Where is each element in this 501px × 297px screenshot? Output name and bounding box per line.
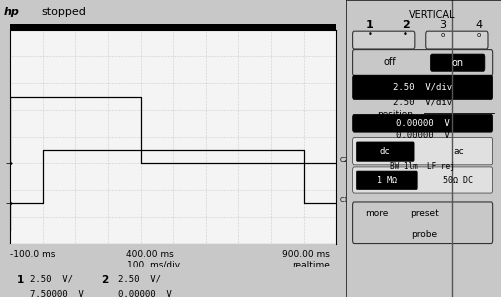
FancyBboxPatch shape <box>356 171 416 189</box>
Text: 100  ms/div: 100 ms/div <box>127 261 180 270</box>
Text: VERTICAL: VERTICAL <box>408 10 454 20</box>
Text: o: o <box>475 32 480 38</box>
Text: 3: 3 <box>438 20 445 30</box>
Text: 1: 1 <box>365 20 373 30</box>
Text: 2.50  V/div: 2.50 V/div <box>392 83 451 92</box>
Text: ac: ac <box>452 147 463 156</box>
Text: 2: 2 <box>101 275 108 285</box>
Text: realtime: realtime <box>292 261 329 270</box>
Text: →: → <box>5 159 12 168</box>
FancyBboxPatch shape <box>425 31 487 49</box>
Text: stopped: stopped <box>41 7 86 18</box>
FancyBboxPatch shape <box>352 31 414 49</box>
Text: 2.50  V/div: 2.50 V/div <box>392 98 451 107</box>
Text: •: • <box>402 30 407 39</box>
Text: 0.00000  V: 0.00000 V <box>118 290 171 297</box>
Text: 4: 4 <box>474 20 481 30</box>
Text: 2.50  V/: 2.50 V/ <box>118 275 160 284</box>
Text: off: off <box>383 57 395 67</box>
Text: hp: hp <box>4 7 19 18</box>
Text: 1 MΩ: 1 MΩ <box>376 176 396 185</box>
Text: preset: preset <box>409 209 438 218</box>
Text: probe: probe <box>410 230 436 239</box>
Text: 0.00000  V: 0.00000 V <box>395 131 448 140</box>
FancyBboxPatch shape <box>352 138 491 165</box>
Text: 7.50000  V: 7.50000 V <box>30 290 83 297</box>
FancyBboxPatch shape <box>352 75 491 99</box>
Text: dc: dc <box>379 147 390 156</box>
FancyBboxPatch shape <box>352 114 491 132</box>
Text: 50Ω DC: 50Ω DC <box>442 176 472 185</box>
Text: →: → <box>5 199 12 208</box>
Text: 400.00 ms: 400.00 ms <box>126 250 174 259</box>
FancyBboxPatch shape <box>356 142 413 161</box>
Text: position: position <box>377 110 413 119</box>
Text: BW 1lm  LF rej: BW 1lm LF rej <box>389 162 454 171</box>
Text: 2: 2 <box>401 20 409 30</box>
Text: o: o <box>440 32 444 38</box>
Text: more: more <box>364 209 388 218</box>
Text: 900.00 ms: 900.00 ms <box>282 250 329 259</box>
Text: 1: 1 <box>17 275 24 285</box>
Text: 0.00000  V: 0.00000 V <box>395 119 448 128</box>
Text: on: on <box>451 58 463 68</box>
FancyBboxPatch shape <box>352 167 491 193</box>
Text: -100.0 ms: -100.0 ms <box>10 250 55 259</box>
Text: •: • <box>367 30 371 39</box>
Text: C1: C1 <box>339 197 348 203</box>
FancyBboxPatch shape <box>429 54 484 71</box>
Text: 2.50  V/: 2.50 V/ <box>30 275 73 284</box>
Text: C2: C2 <box>339 157 348 163</box>
